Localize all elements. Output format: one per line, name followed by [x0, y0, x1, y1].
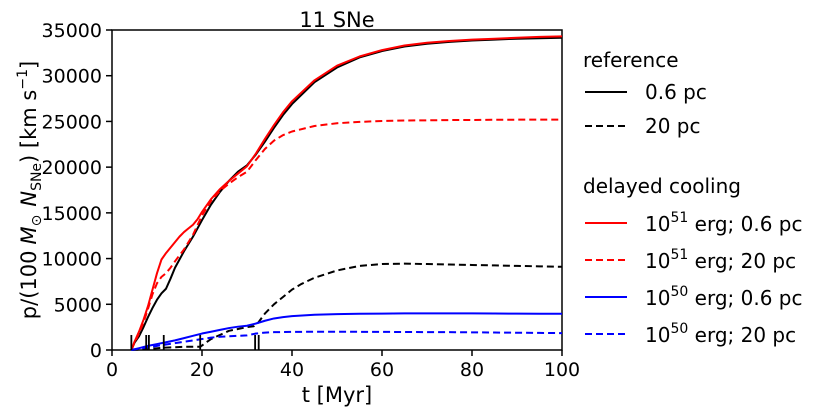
plot-frame: [111, 29, 563, 351]
x-tick-label-3: 60: [370, 359, 394, 381]
legend-group-delayed: delayed cooling: [583, 174, 741, 198]
legend: reference 0.6 pc 20 pc delayed cooling 1…: [583, 48, 802, 347]
y-tick-label-2: 10000: [42, 249, 102, 271]
y-tick-label-0: 0: [90, 340, 102, 362]
y-axis-ticks: 0 5000 10000 15000 20000 25000 30000 35000: [42, 20, 112, 362]
series-line-3: [130, 118, 562, 351]
series-line-4: [131, 312, 563, 351]
legend-label-e51-06: 1051 erg; 0.6 pc: [645, 210, 802, 236]
y-tick-label-5: 25000: [42, 111, 102, 133]
x-axis-ticks: 0 20 40 60 80 100: [106, 350, 580, 381]
series-layer: [130, 35, 563, 351]
legend-label-e51-20: 1051 erg; 20 pc: [645, 247, 796, 273]
x-tick-label-1: 20: [190, 359, 214, 381]
series-line-5: [131, 330, 563, 351]
y-tick-label-6: 30000: [42, 66, 102, 88]
plot-area: [111, 29, 563, 351]
y-tick-label-4: 20000: [42, 157, 102, 179]
x-tick-label-5: 100: [544, 359, 580, 381]
y-axis-label: p/(100M⊙NSNe) [km s−1]: [15, 61, 45, 319]
x-tick-label-0: 0: [106, 359, 118, 381]
legend-label-e50-20: 1050 erg; 20 pc: [645, 321, 796, 347]
series-line-2: [130, 35, 563, 351]
legend-label-ref-06: 0.6 pc: [645, 80, 707, 104]
x-tick-label-2: 40: [280, 359, 304, 381]
series-line-1: [131, 262, 563, 351]
x-axis-label: t [Myr]: [302, 383, 372, 407]
y-tick-label-3: 15000: [42, 203, 102, 225]
legend-label-e50-06: 1050 erg; 0.6 pc: [645, 284, 802, 310]
chart-title: 11 SNe: [299, 8, 374, 32]
legend-label-ref-20: 20 pc: [645, 114, 701, 138]
y-tick-label-7: 35000: [42, 20, 102, 42]
x-tick-label-4: 80: [460, 359, 484, 381]
y-tick-label-1: 5000: [54, 294, 102, 316]
legend-group-reference: reference: [583, 48, 679, 72]
series-line-0: [130, 36, 563, 351]
sn-markers: [130, 335, 260, 350]
